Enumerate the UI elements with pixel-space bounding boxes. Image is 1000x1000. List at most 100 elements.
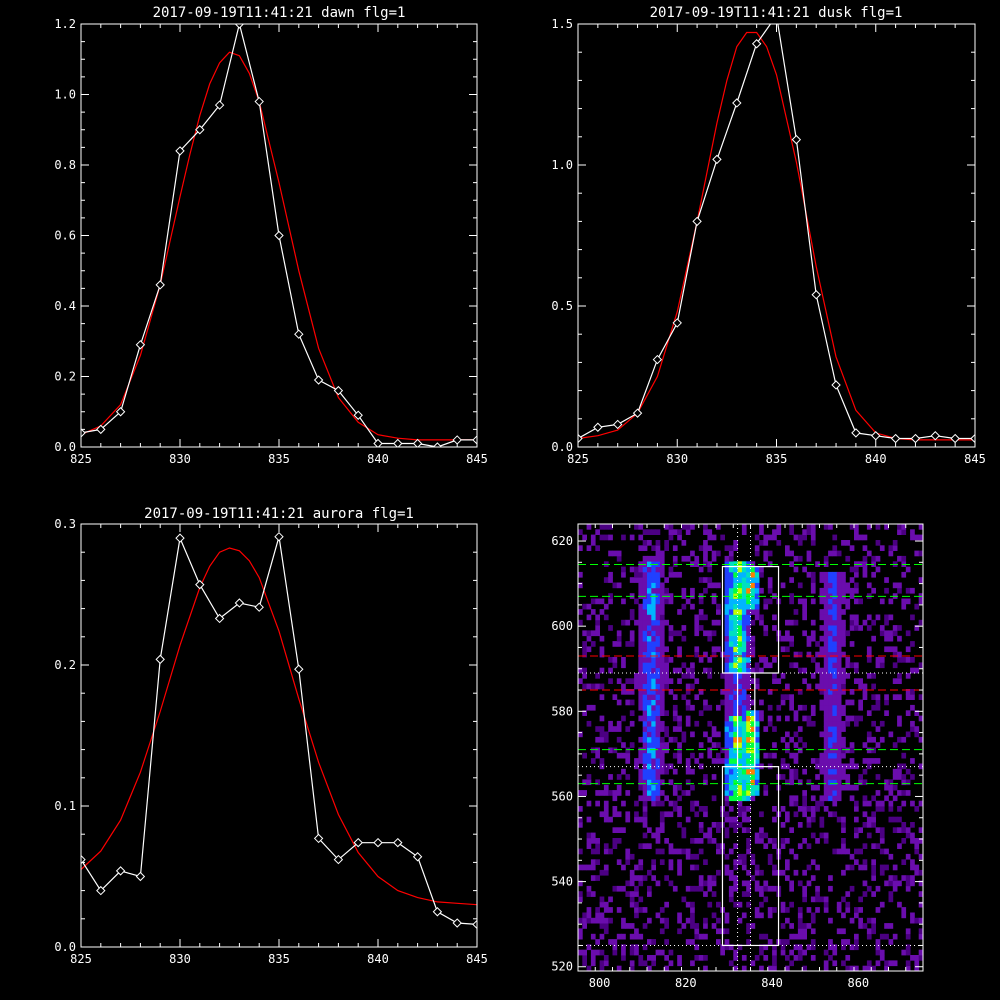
heatmap-cell xyxy=(741,524,747,530)
heatmap-cell xyxy=(866,917,872,924)
heatmap-cell xyxy=(586,907,592,913)
heatmap-cell xyxy=(767,752,773,759)
heatmap-cell xyxy=(892,880,898,887)
heatmap-cell xyxy=(845,582,851,589)
heatmap-cell xyxy=(582,864,587,871)
heatmap-cell xyxy=(634,763,639,770)
heatmap-cell xyxy=(698,577,704,583)
heatmap-cell xyxy=(595,800,600,807)
heatmap-cell xyxy=(655,779,661,786)
heatmap-cell xyxy=(578,816,583,823)
heatmap-cell xyxy=(828,699,833,706)
heatmap-cell xyxy=(789,577,794,583)
heatmap-cell xyxy=(677,859,682,865)
heatmap-cell xyxy=(707,704,713,711)
heatmap-cell xyxy=(785,630,790,637)
heatmap-cell xyxy=(823,704,829,711)
heatmap-cell xyxy=(763,657,769,663)
heatmap-cell xyxy=(759,529,764,535)
heatmap-cell xyxy=(612,582,618,589)
heatmap-cell xyxy=(918,534,923,541)
heatmap-cell xyxy=(841,848,846,855)
heatmap-cell xyxy=(716,917,721,924)
heatmap-cell xyxy=(793,651,799,658)
heatmap-cell xyxy=(866,763,872,770)
heatmap-cell xyxy=(849,614,855,621)
heatmap-cell xyxy=(892,885,898,892)
heatmap-cell xyxy=(841,673,846,679)
heatmap-cell xyxy=(832,960,838,967)
heatmap-cell xyxy=(659,587,665,594)
heatmap-cell xyxy=(664,667,669,674)
heatmap-cell xyxy=(716,609,721,615)
heatmap-cell xyxy=(664,939,669,945)
heatmap-cell xyxy=(690,524,695,530)
heatmap-cell xyxy=(638,896,644,903)
heatmap-cell xyxy=(884,587,889,594)
heatmap-cell xyxy=(590,832,596,839)
heatmap-cell xyxy=(608,907,613,913)
heatmap-cell xyxy=(741,790,747,796)
heatmap-cell xyxy=(659,710,665,716)
heatmap-cell xyxy=(728,577,734,583)
heatmap-cell xyxy=(690,923,695,929)
heatmap-cell xyxy=(685,816,691,823)
heatmap-cell xyxy=(690,603,695,610)
heatmap-cell xyxy=(892,933,898,940)
heatmap-cell xyxy=(741,603,747,610)
heatmap-cell xyxy=(823,715,829,722)
heatmap-cell xyxy=(651,651,656,658)
heatmap-cell xyxy=(875,726,881,732)
heatmap-cell xyxy=(828,944,833,951)
heatmap-cell xyxy=(638,752,644,759)
heatmap-cell xyxy=(823,524,829,530)
heatmap-cell xyxy=(599,790,605,796)
heatmap-cell xyxy=(638,582,644,589)
heatmap-cell xyxy=(655,683,661,690)
heatmap-cell xyxy=(884,630,889,637)
heatmap-cell xyxy=(797,928,803,935)
heatmap-cell xyxy=(828,811,833,818)
heatmap-cell xyxy=(603,784,609,791)
heatmap-cell xyxy=(655,742,661,748)
heatmap-cell xyxy=(832,731,838,738)
heatmap-cell xyxy=(854,827,859,833)
heatmap-cell xyxy=(728,550,734,557)
heatmap-cell xyxy=(724,752,730,759)
heatmap-cell xyxy=(785,907,790,913)
heatmap-cell xyxy=(888,630,894,637)
heatmap-cell xyxy=(802,869,807,876)
heatmap-cell xyxy=(672,694,678,700)
heatmap-cell xyxy=(642,635,648,642)
heatmap-cell xyxy=(625,853,631,860)
heatmap-cell xyxy=(836,816,842,823)
heatmap-cell xyxy=(642,790,648,796)
heatmap-cell xyxy=(733,901,738,908)
heatmap-cell xyxy=(578,545,583,551)
heatmap-cell xyxy=(724,758,730,764)
heatmap-cell xyxy=(918,736,923,743)
heatmap-cell xyxy=(750,731,756,738)
heatmap-cell xyxy=(707,838,713,844)
heatmap-cell xyxy=(659,571,665,578)
heatmap-cell xyxy=(677,726,682,732)
heatmap-cell xyxy=(750,758,756,764)
heatmap-cell xyxy=(616,885,622,892)
heatmap-cell xyxy=(651,790,656,796)
heatmap-cell xyxy=(599,912,605,919)
x-tick-label: 830 xyxy=(169,452,191,466)
heatmap-cell xyxy=(659,699,665,706)
heatmap-cell xyxy=(586,944,592,951)
heatmap-cell xyxy=(892,742,898,748)
heatmap-cell xyxy=(608,524,613,530)
heatmap-cell xyxy=(910,641,915,647)
heatmap-cell xyxy=(854,907,859,913)
heatmap-cell xyxy=(797,704,803,711)
heatmap-cell xyxy=(754,609,760,615)
heatmap-cell xyxy=(651,662,656,669)
heatmap-cell xyxy=(659,609,665,615)
heatmap-cell xyxy=(810,955,816,961)
heatmap-cell xyxy=(586,912,592,919)
heatmap-cell xyxy=(892,960,898,967)
heatmap-cell xyxy=(634,577,639,583)
